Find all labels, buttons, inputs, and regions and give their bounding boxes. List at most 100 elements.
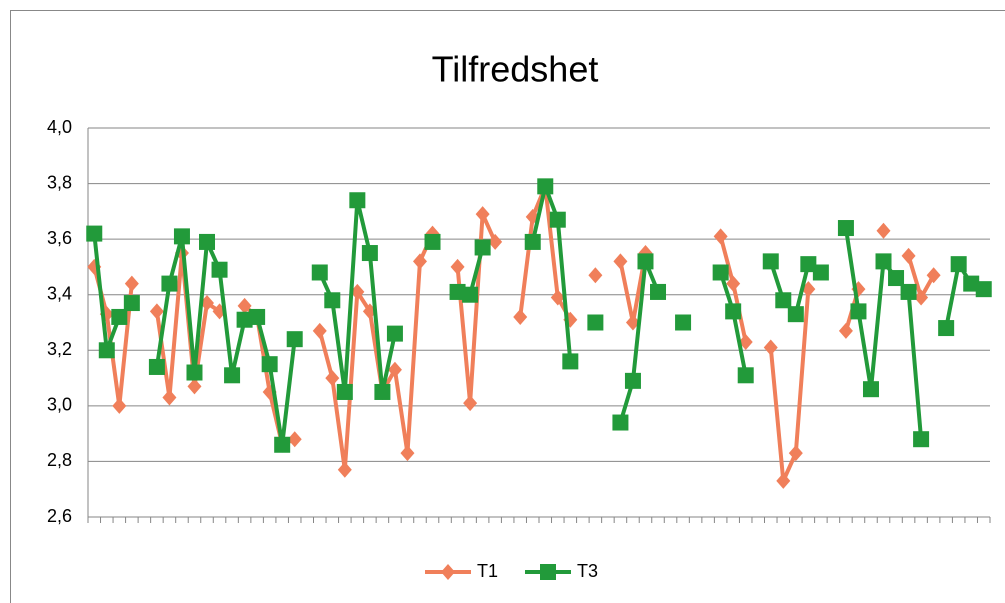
data-point [725, 303, 742, 320]
data-point [237, 297, 252, 314]
data-point [400, 445, 415, 462]
data-point [775, 292, 792, 309]
legend-marker [441, 564, 455, 580]
data-point [475, 206, 490, 223]
data-point [488, 233, 503, 250]
data-point [386, 325, 403, 342]
y-tick-label: 4,0 [47, 117, 72, 137]
data-point [612, 414, 629, 431]
data-point [450, 258, 465, 275]
data-point [549, 211, 566, 228]
data-point [650, 283, 667, 300]
data-point [123, 295, 140, 312]
data-point [738, 333, 753, 350]
data-point [838, 322, 853, 339]
y-tick-label: 3,0 [47, 395, 72, 415]
data-point [537, 178, 554, 195]
data-point [311, 264, 328, 281]
data-point [98, 342, 115, 359]
data-point [412, 253, 427, 270]
data-point [86, 225, 103, 242]
legend-label: T3 [577, 561, 598, 581]
data-point [149, 303, 164, 320]
data-point [900, 283, 917, 300]
y-tick-label: 3,8 [47, 172, 72, 192]
data-point [111, 308, 128, 325]
data-point [463, 395, 478, 412]
data-point [888, 270, 905, 287]
data-point [625, 314, 640, 331]
data-point [112, 397, 127, 414]
y-tick-label: 3,4 [47, 283, 72, 303]
y-tick-label: 3,2 [47, 339, 72, 359]
chart-title: Tilfredshet [432, 49, 599, 90]
data-point [938, 320, 955, 337]
data-point [349, 192, 366, 209]
data-point [675, 314, 692, 331]
data-point [800, 256, 817, 273]
data-point [337, 461, 352, 478]
data-point [350, 283, 365, 300]
data-point [161, 275, 178, 292]
data-point [875, 253, 892, 270]
data-point [286, 331, 303, 348]
data-point [462, 286, 479, 303]
data-point [876, 222, 891, 239]
data-point [901, 247, 916, 264]
data-point [324, 292, 341, 309]
data-point [361, 245, 378, 262]
data-point [261, 356, 278, 373]
data-point [788, 445, 803, 462]
data-point [424, 233, 441, 250]
data-point [173, 228, 190, 245]
data-point [550, 289, 565, 306]
data-point [387, 361, 402, 378]
data-point [737, 367, 754, 384]
data-point [187, 378, 202, 395]
data-point [162, 389, 177, 406]
data-point [186, 364, 203, 381]
data-point [914, 289, 929, 306]
data-point [763, 339, 778, 356]
data-point [587, 314, 604, 331]
data-point [287, 431, 302, 448]
y-tick-label: 2,8 [47, 450, 72, 470]
data-point [524, 233, 541, 250]
data-point [124, 275, 139, 292]
data-point [913, 431, 930, 448]
data-point [274, 436, 291, 453]
data-point [474, 239, 491, 256]
y-tick-label: 2,6 [47, 506, 72, 526]
data-point [950, 256, 967, 273]
data-point [199, 233, 216, 250]
data-point [776, 472, 791, 489]
data-point [787, 306, 804, 323]
data-point [211, 261, 228, 278]
data-point [862, 381, 879, 398]
y-tick-label: 3,6 [47, 228, 72, 248]
data-point [249, 308, 266, 325]
data-point [975, 281, 992, 298]
data-point [926, 267, 941, 284]
data-point [325, 370, 340, 387]
data-point [562, 353, 579, 370]
data-point [762, 253, 779, 270]
data-point [588, 267, 603, 284]
data-point [963, 275, 980, 292]
data-point [812, 264, 829, 281]
data-point [312, 322, 327, 339]
data-point [624, 372, 641, 389]
data-point [713, 228, 728, 245]
data-point [224, 367, 241, 384]
legend-label: T1 [477, 561, 498, 581]
data-point [837, 220, 854, 237]
data-point [637, 253, 654, 270]
data-point [148, 358, 165, 375]
data-point [374, 383, 391, 400]
data-point [513, 308, 528, 325]
legend-marker [540, 564, 556, 580]
data-point [449, 283, 466, 300]
data-point [850, 303, 867, 320]
